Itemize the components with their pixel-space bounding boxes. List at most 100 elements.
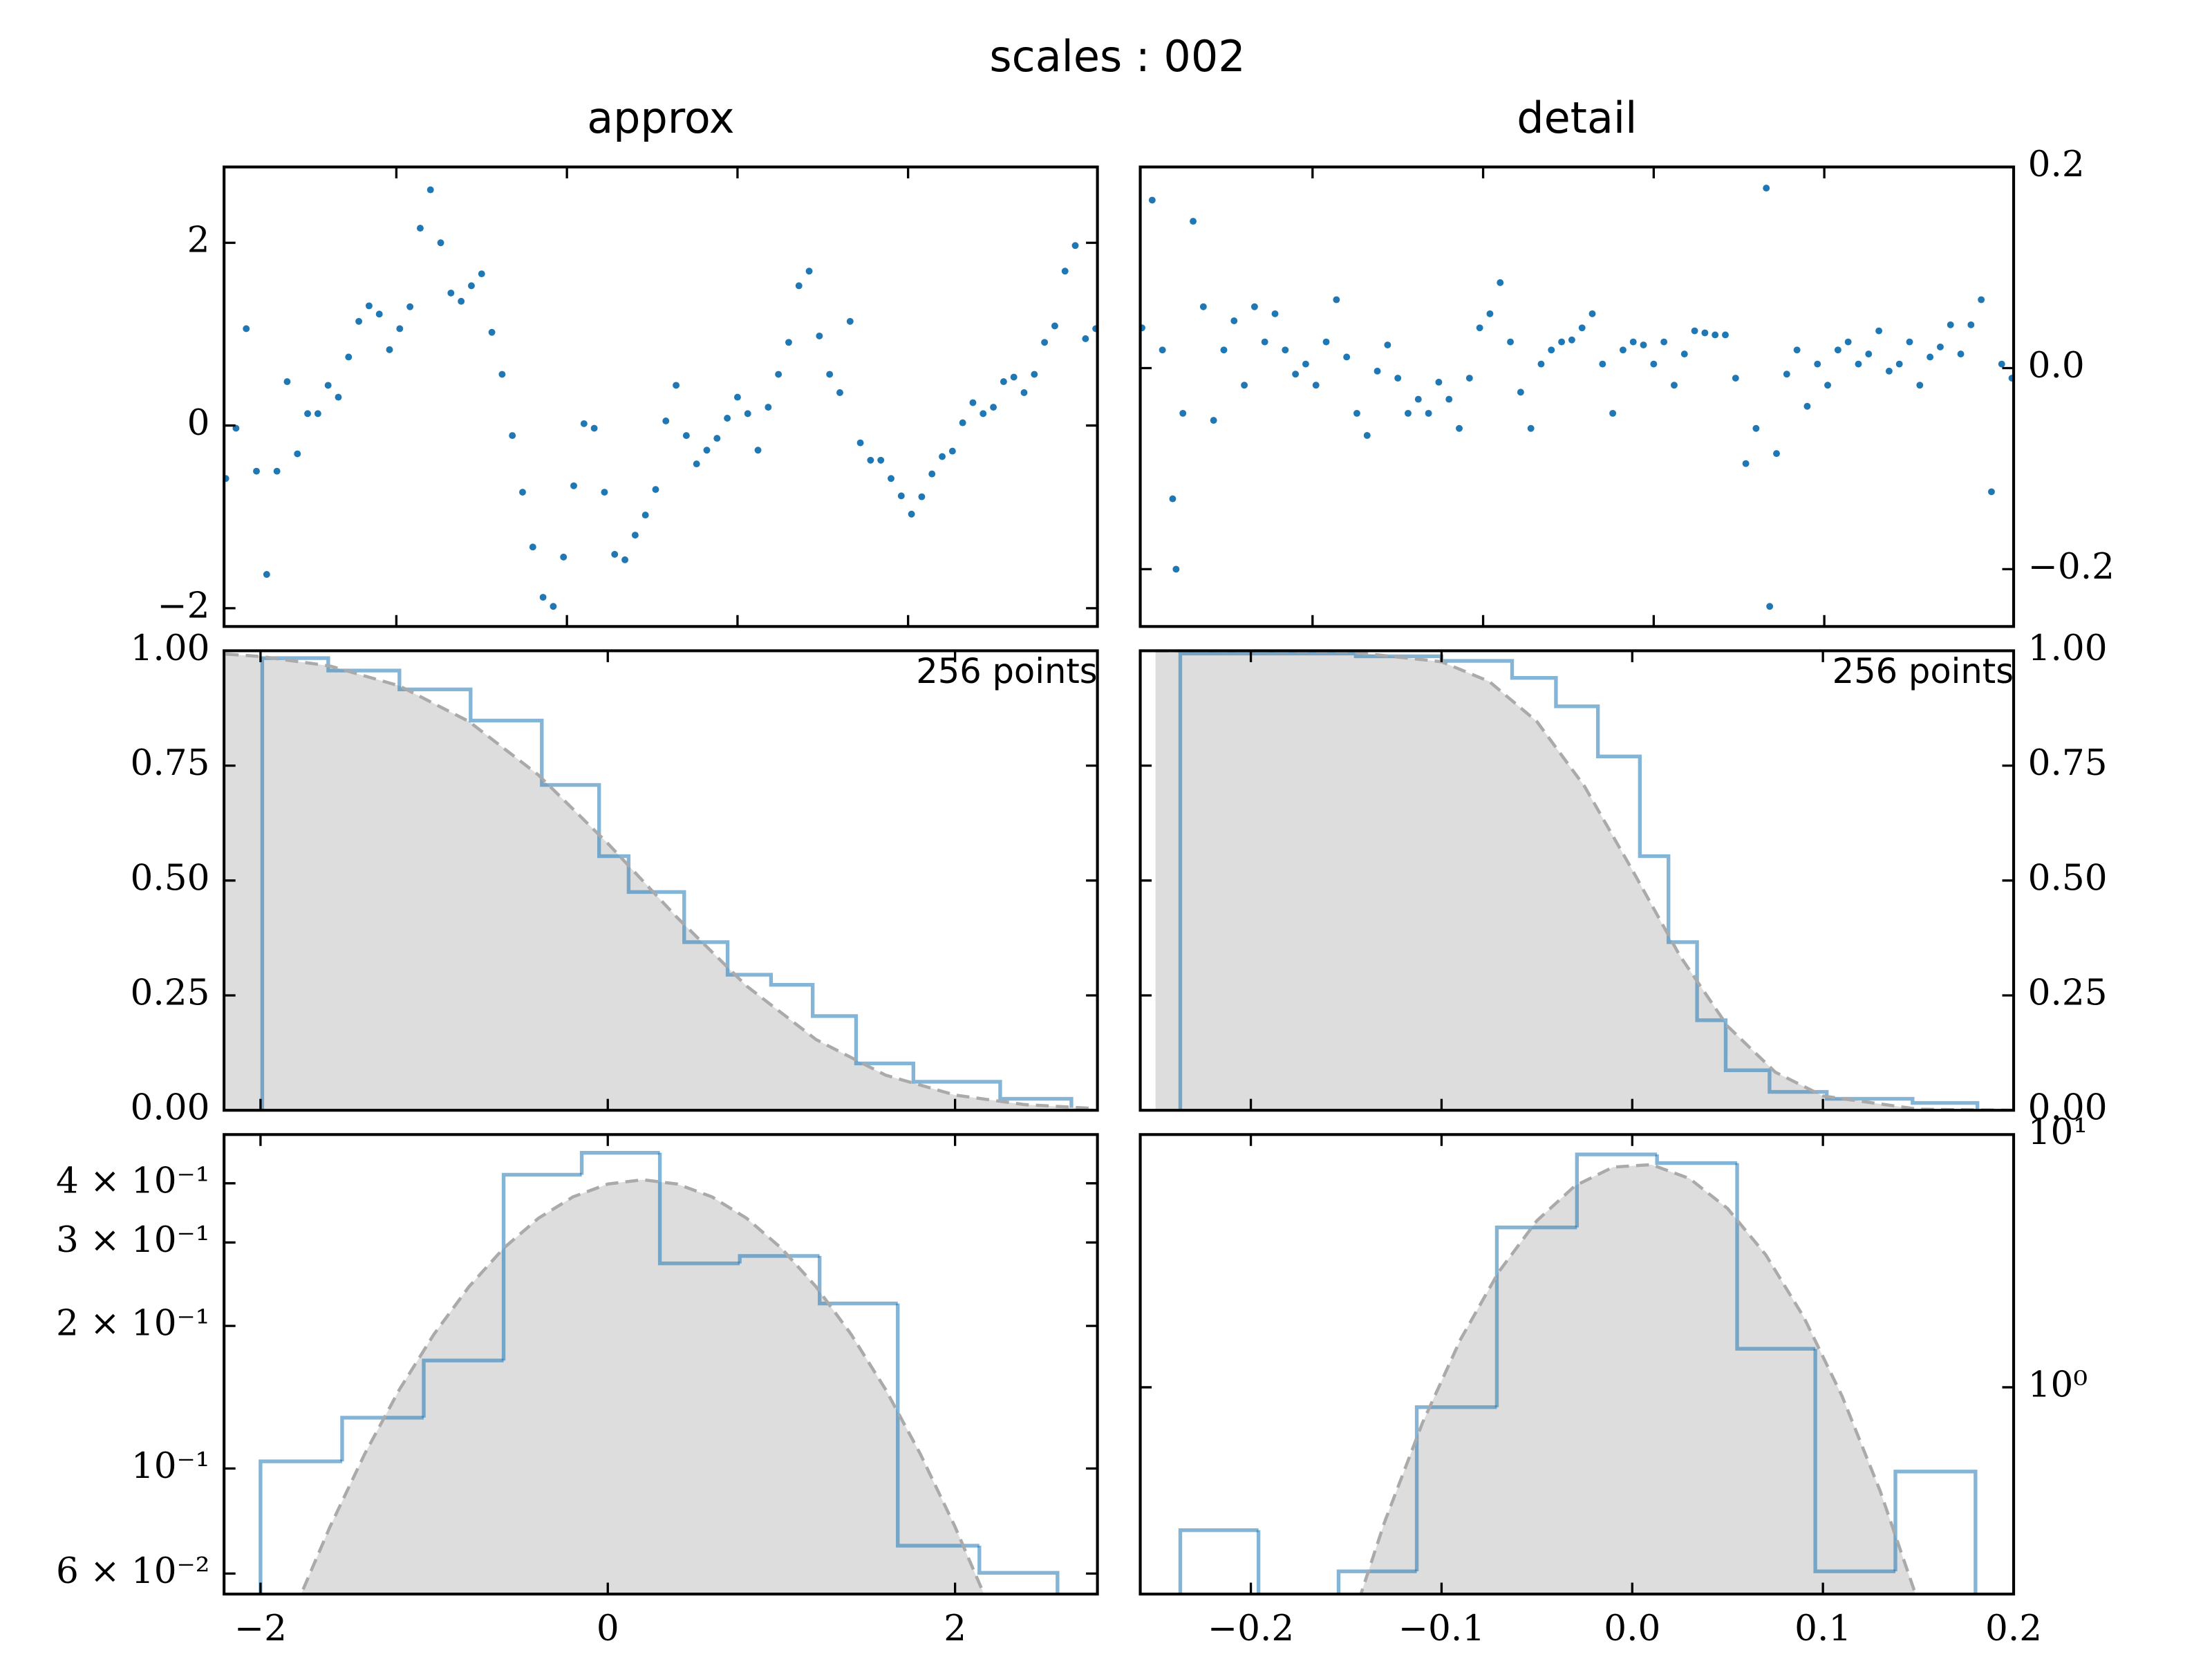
point	[1179, 409, 1187, 417]
y-tick-label: 1.00	[2028, 628, 2108, 669]
y-tick-label: 0.50	[131, 857, 210, 899]
point	[959, 419, 966, 427]
x-tick-label: 0.1	[1794, 1608, 1851, 1649]
point	[662, 418, 670, 424]
plot-area	[1140, 185, 2014, 610]
point	[1465, 375, 1473, 382]
point	[478, 270, 485, 278]
point	[877, 456, 885, 464]
point	[1210, 417, 1217, 424]
model-curve	[225, 652, 1094, 1110]
point	[1558, 338, 1566, 346]
point	[1250, 303, 1258, 310]
point	[1041, 339, 1049, 346]
point	[1773, 450, 1780, 458]
point	[1650, 360, 1658, 368]
panel-title: approx	[587, 93, 734, 143]
point	[1578, 324, 1586, 332]
point	[1271, 310, 1279, 317]
y-tick-label: 0.75	[2028, 742, 2108, 784]
point	[1333, 296, 1340, 303]
point	[1814, 360, 1821, 368]
point	[1031, 371, 1038, 378]
point	[570, 482, 577, 489]
point	[1885, 367, 1893, 375]
histogram-bin	[818, 1255, 898, 1306]
point	[1020, 389, 1028, 396]
point	[1476, 324, 1483, 332]
point	[427, 186, 434, 194]
point	[621, 556, 629, 563]
point	[1895, 360, 1903, 368]
point	[1051, 322, 1058, 330]
point	[867, 456, 874, 464]
point	[631, 532, 639, 539]
y-tick-label: 10¹	[2028, 1112, 2088, 1153]
point	[1537, 360, 1545, 368]
point	[458, 297, 465, 305]
point	[1766, 603, 1774, 610]
point	[1384, 341, 1391, 348]
point	[1742, 460, 1750, 467]
point	[765, 404, 772, 411]
point	[1670, 382, 1678, 389]
plot-area	[1155, 650, 2014, 1111]
point	[1712, 331, 1719, 339]
point	[488, 328, 496, 336]
point	[1957, 350, 1965, 358]
point	[724, 415, 731, 422]
point	[754, 447, 762, 454]
point	[324, 382, 332, 389]
point	[601, 489, 608, 496]
point	[1312, 382, 1320, 389]
point	[652, 486, 659, 494]
point	[498, 371, 506, 378]
point	[529, 543, 536, 551]
point	[1071, 242, 1079, 250]
point	[928, 470, 936, 478]
axes-frame	[1138, 649, 2016, 1112]
point	[939, 453, 946, 460]
histogram-bin	[738, 1254, 820, 1264]
point	[243, 325, 250, 332]
point	[580, 420, 588, 427]
histogram-bin	[579, 1150, 660, 1175]
point	[1425, 409, 1432, 417]
point	[1927, 353, 1934, 361]
point	[314, 410, 321, 418]
point	[1548, 346, 1555, 354]
model-area	[301, 1179, 984, 1595]
point	[1353, 409, 1360, 417]
point	[1844, 338, 1852, 346]
point	[1834, 346, 1841, 354]
model-area	[225, 654, 1094, 1111]
axes-frame	[1138, 165, 2016, 628]
panel: −2 0 2 6 × 10⁻² 10⁻¹ 2 × 10⁻¹ 3 × 10⁻¹ 4 × 10⁻¹	[56, 1133, 1099, 1649]
point	[1363, 431, 1371, 439]
point	[1619, 346, 1627, 354]
point	[1722, 331, 1729, 339]
point	[345, 353, 353, 361]
point	[1159, 346, 1166, 354]
point	[1517, 388, 1524, 396]
empirical-step	[260, 656, 1074, 1111]
point	[294, 450, 301, 458]
histogram-bin	[1655, 1154, 1738, 1165]
point	[1660, 338, 1668, 346]
point	[590, 424, 598, 432]
point	[1486, 310, 1494, 317]
point	[273, 467, 281, 475]
point	[253, 467, 260, 475]
point	[1374, 367, 1381, 375]
point	[1394, 375, 1402, 382]
point	[1000, 378, 1007, 386]
y-tick-label: 6 × 10⁻²	[56, 1550, 209, 1592]
point	[1916, 382, 1924, 389]
model-area	[1360, 1164, 1916, 1595]
point	[1763, 185, 1770, 192]
model-curve	[1359, 1163, 1918, 1595]
histogram-bin	[1414, 1405, 1497, 1572]
panel: detail −0.2 0.0 0.2	[1138, 93, 2115, 628]
point	[1803, 402, 1811, 410]
point	[1701, 329, 1709, 337]
